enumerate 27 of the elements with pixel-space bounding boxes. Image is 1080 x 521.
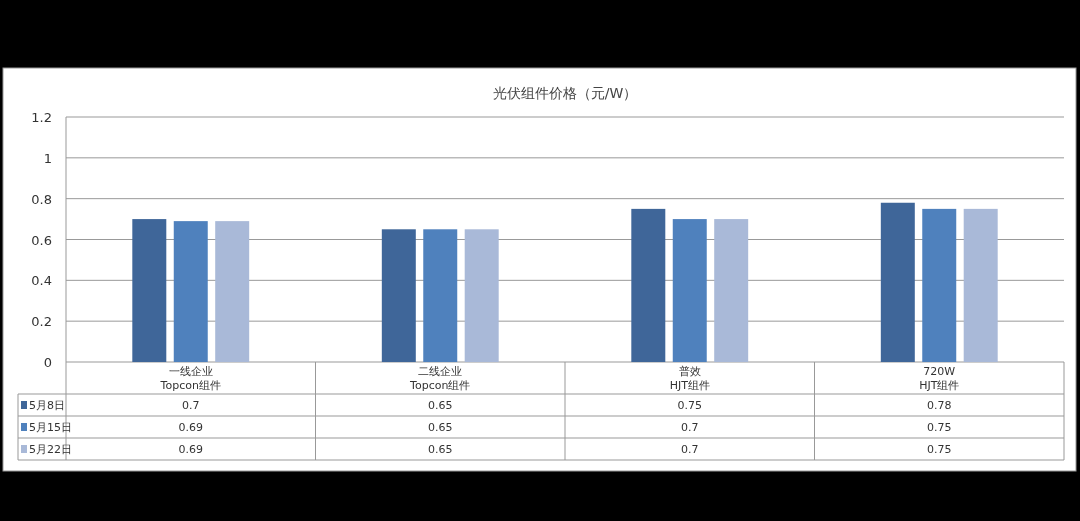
x-tick-label: 720W HJT组件 xyxy=(919,365,960,392)
data-label: 0.65 xyxy=(428,443,453,456)
chart-title: 光伏组件价格（元/W） xyxy=(492,85,638,101)
data-label: 0.7 xyxy=(681,443,699,456)
y-tick-label: 0 xyxy=(43,355,52,370)
x-tick-label: 一线企业 Topcon组件 xyxy=(159,365,221,392)
y-tick-label: 0.4 xyxy=(31,273,52,289)
y-tick-label: 0.8 xyxy=(31,191,52,207)
y-tick-label: 0.6 xyxy=(31,232,52,248)
data-label: 0.75 xyxy=(677,399,702,412)
x-tick-label: 普效 HJT组件 xyxy=(669,365,710,392)
x-tick-label: 二线企业 Topcon组件 xyxy=(409,365,471,392)
legend-label: 5月22日 xyxy=(29,443,72,456)
legend-label: 5月8日 xyxy=(29,399,65,412)
data-label: 0.7 xyxy=(681,421,699,434)
data-label: 0.69 xyxy=(178,443,203,456)
legend-label: 5月15日 xyxy=(29,421,72,434)
data-label: 0.7 xyxy=(182,399,200,412)
data-label: 0.78 xyxy=(927,399,952,412)
data-label: 0.65 xyxy=(428,399,453,412)
data-label: 0.75 xyxy=(927,443,952,456)
data-label: 0.69 xyxy=(178,421,203,434)
y-tick-label: 1.2 xyxy=(31,110,52,125)
data-label: 0.75 xyxy=(927,421,952,434)
data-label: 0.65 xyxy=(428,421,453,434)
y-tick-label: 1 xyxy=(43,150,52,166)
y-tick-label: 0.2 xyxy=(31,314,52,330)
